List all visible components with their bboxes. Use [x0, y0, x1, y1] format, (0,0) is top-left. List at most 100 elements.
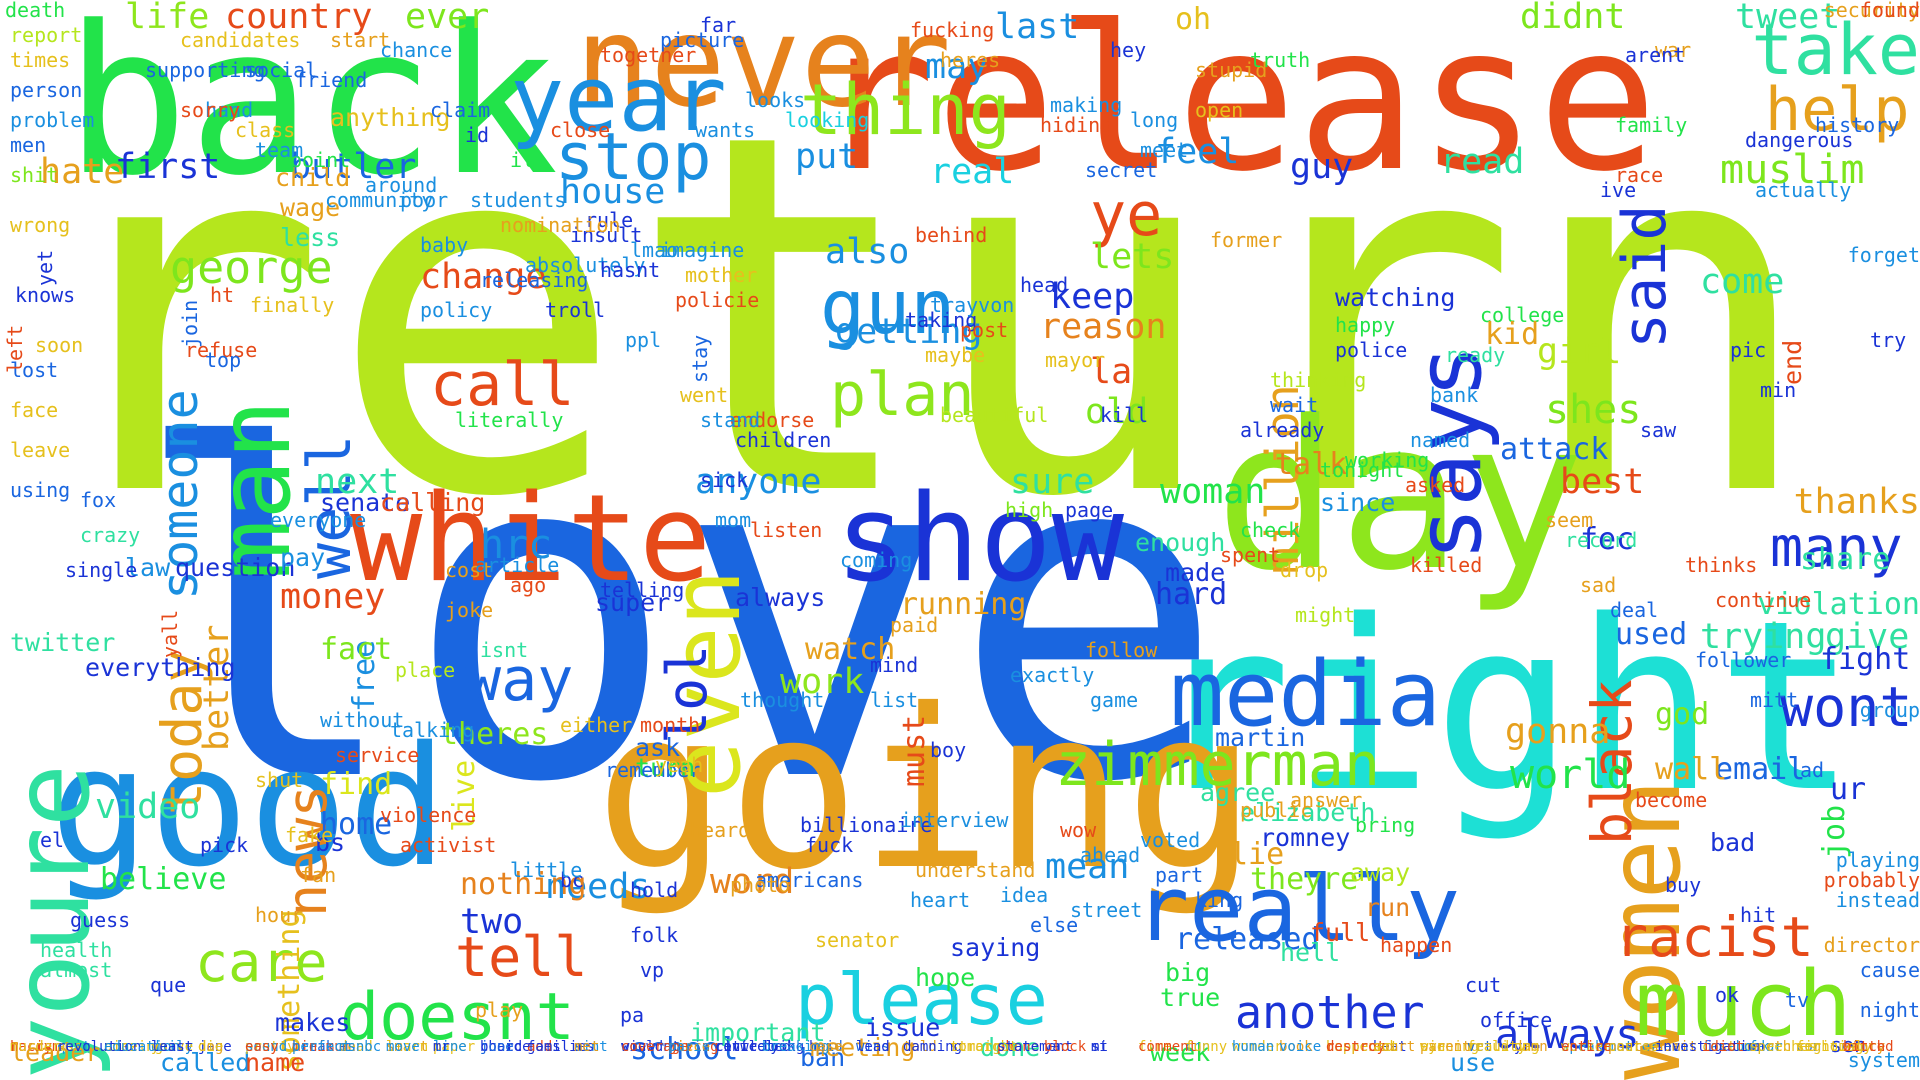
word-158: super	[595, 588, 671, 617]
word-142: use	[1450, 1048, 1496, 1077]
word-65: feel	[1155, 132, 1240, 172]
word-405: pretty	[245, 1039, 296, 1055]
word-460: tomorrow	[950, 1039, 1018, 1055]
word-380: claim	[430, 98, 491, 122]
word-358: ppl	[625, 328, 662, 352]
word-366: students	[470, 188, 567, 212]
word-77: lets	[1090, 237, 1175, 277]
word-262: forget	[1847, 243, 1920, 267]
word-319: without	[320, 708, 405, 732]
word-101: video	[95, 787, 201, 827]
word-392: yr	[1514, 1039, 1531, 1055]
word-219: secret	[1085, 158, 1158, 182]
word-23: thing	[800, 69, 1011, 151]
word-178: wage	[280, 193, 341, 222]
word-7: good	[50, 711, 448, 903]
word-64: country	[225, 0, 373, 37]
word-223: family	[1615, 113, 1688, 137]
word-454: piece	[668, 1039, 711, 1055]
word-259: seem	[1545, 508, 1594, 532]
word-82: oh	[1175, 2, 1212, 37]
word-449: line	[433, 1039, 467, 1055]
word-172: happy	[1335, 313, 1396, 337]
word-84: sure	[1010, 462, 1095, 502]
word-471: reality	[1467, 1039, 1527, 1055]
word-245: policie	[675, 288, 760, 312]
word-209: looking	[785, 108, 870, 132]
word-29: way	[465, 645, 574, 715]
word-326: play	[475, 998, 524, 1022]
word-129: agree	[1200, 778, 1276, 807]
word-315: joke	[445, 598, 494, 622]
word-351: mind	[870, 653, 919, 677]
word-225: ive	[1600, 178, 1637, 202]
word-441: ass	[57, 1039, 83, 1055]
word-470: eye	[1420, 1039, 1446, 1055]
word-70: last	[995, 7, 1080, 47]
word-386: far	[700, 13, 737, 37]
word-85: talk	[1275, 447, 1348, 482]
word-53: muslim	[1720, 147, 1865, 193]
word-494: paris	[668, 1039, 711, 1055]
word-125: made	[1165, 558, 1226, 587]
word-157: saying	[950, 933, 1041, 962]
word-448: learn	[386, 1039, 429, 1055]
word-202: refuse	[185, 338, 258, 362]
word-496: breaking	[762, 1039, 830, 1055]
word-226: actually	[1755, 178, 1852, 202]
word-489: mr	[433, 1039, 450, 1055]
word-393: speak	[1561, 1039, 1604, 1055]
word-127: since	[1320, 488, 1396, 517]
word-46: world	[1510, 752, 1631, 798]
word-234: head	[1020, 273, 1069, 297]
word-420: straight	[950, 1039, 1018, 1055]
word-186: wrong	[10, 213, 71, 237]
word-150: everything	[85, 653, 236, 682]
word-71: hate	[40, 152, 125, 192]
word-333: thought	[740, 688, 825, 712]
word-74: real	[930, 152, 1015, 192]
word-78: also	[825, 232, 910, 272]
word-276: cause	[1859, 958, 1920, 982]
word-469: act	[1373, 1039, 1399, 1055]
word-275: director	[1823, 933, 1920, 957]
word-98: gonna	[1505, 712, 1611, 752]
word-106: find	[320, 767, 393, 802]
word-66: didnt	[1520, 0, 1626, 37]
word-462: block	[1044, 1039, 1087, 1055]
word-313: shut	[255, 768, 304, 792]
word-31: plan	[830, 360, 975, 430]
word-280: instead	[1835, 888, 1920, 912]
word-292: part	[1155, 863, 1204, 887]
word-100: share	[1800, 542, 1891, 577]
word-117: theyre	[1250, 862, 1359, 897]
word-118: lie	[1230, 837, 1285, 872]
word-92: god	[1655, 697, 1710, 732]
word-131: romney	[1260, 823, 1351, 852]
word-430: parent	[1420, 1039, 1471, 1055]
word-251: pic	[1730, 338, 1767, 362]
word-395: seen	[1655, 1039, 1689, 1055]
word-97: wall	[1655, 752, 1728, 787]
word-99: fec	[1580, 522, 1635, 557]
word-130: elizabeth	[1240, 798, 1376, 827]
word-73: put	[795, 137, 859, 177]
word-306: bc	[560, 868, 585, 892]
word-374: sorry	[180, 98, 241, 122]
word-396: costume	[1702, 1039, 1762, 1055]
word-408: smart	[386, 1039, 429, 1055]
word-491: families	[527, 1039, 595, 1055]
word-227: dangerous	[1745, 128, 1854, 152]
word-428: happened	[1326, 1039, 1394, 1055]
word-360: releasing	[480, 268, 589, 292]
word-133: run	[1365, 893, 1411, 922]
word-217: making	[1050, 93, 1123, 117]
word-485: easy	[245, 1039, 279, 1055]
word-107: home	[320, 807, 393, 842]
word-350: exactly	[1010, 663, 1095, 687]
word-338: ago	[510, 573, 547, 597]
word-433: worker	[1561, 1039, 1612, 1055]
word-294: street	[1070, 898, 1143, 922]
word-184: men	[10, 133, 47, 157]
word-68: life	[125, 0, 210, 37]
